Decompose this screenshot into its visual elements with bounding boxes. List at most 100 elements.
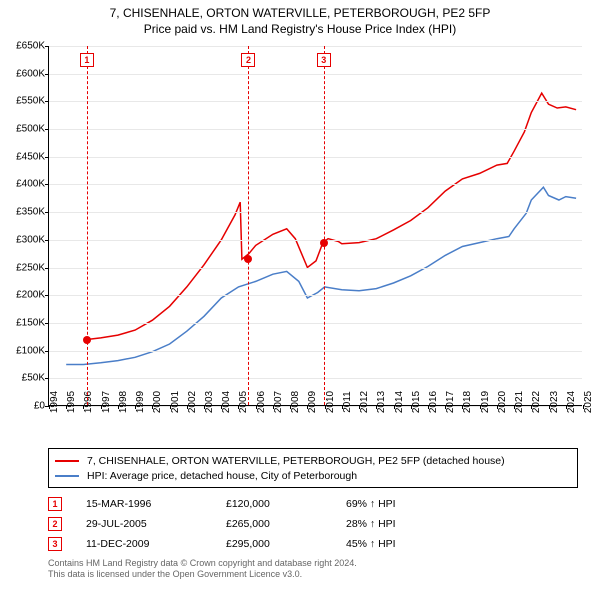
footer-line-2: This data is licensed under the Open Gov… <box>48 569 578 580</box>
x-axis-label: 2017 <box>445 391 456 413</box>
y-tick <box>45 74 49 75</box>
x-axis-label: 2009 <box>307 391 318 413</box>
annotation-pct-vs-hpi: 28% ↑ HPI <box>346 518 466 530</box>
x-axis-label: 2013 <box>376 391 387 413</box>
x-axis-label: 2023 <box>549 391 560 413</box>
y-tick <box>45 46 49 47</box>
x-axis-label: 1997 <box>101 391 112 413</box>
annotation-date: 15-MAR-1996 <box>86 498 226 510</box>
footer-line-1: Contains HM Land Registry data © Crown c… <box>48 558 578 569</box>
y-axis-label: £0 <box>3 401 45 412</box>
y-tick <box>45 351 49 352</box>
gridline <box>49 351 582 352</box>
gridline <box>49 101 582 102</box>
y-axis-label: £350K <box>3 207 45 218</box>
chart-container: 7, CHISENHALE, ORTON WATERVILLE, PETERBO… <box>0 0 600 590</box>
x-axis-label: 2004 <box>221 391 232 413</box>
y-axis-label: £300K <box>3 234 45 245</box>
plot-region: £0£50K£100K£150K£200K£250K£300K£350K£400… <box>48 46 582 406</box>
x-axis-label: 2022 <box>531 391 542 413</box>
annotation-price: £120,000 <box>226 498 346 510</box>
gridline <box>49 129 582 130</box>
gridline <box>49 268 582 269</box>
y-axis-label: £450K <box>3 151 45 162</box>
x-axis-label: 2016 <box>428 391 439 413</box>
y-tick <box>45 101 49 102</box>
x-axis-label: 2021 <box>514 391 525 413</box>
legend-row: 7, CHISENHALE, ORTON WATERVILLE, PETERBO… <box>55 453 571 468</box>
y-tick <box>45 129 49 130</box>
annotation-vertical-line <box>87 46 88 405</box>
annotation-table: 1 15-MAR-1996£120,00069% ↑ HPI 2 29-JUL-200… <box>48 494 578 554</box>
chart-area: £0£50K£100K£150K£200K£250K£300K£350K£400… <box>48 46 582 406</box>
y-axis-label: £50K <box>3 373 45 384</box>
gridline <box>49 240 582 241</box>
gridline <box>49 157 582 158</box>
x-axis-label: 2019 <box>480 391 491 413</box>
y-tick <box>45 323 49 324</box>
gridline <box>49 46 582 47</box>
x-axis-label: 2006 <box>256 391 267 413</box>
x-axis-label: 2007 <box>273 391 284 413</box>
annotation-number-box: 2 <box>241 53 255 67</box>
x-axis-label: 2024 <box>566 391 577 413</box>
y-axis-label: £600K <box>3 68 45 79</box>
x-axis-label: 2015 <box>411 391 422 413</box>
y-tick <box>45 157 49 158</box>
annotation-date: 11-DEC-2009 <box>86 538 226 550</box>
annotation-pct-vs-hpi: 45% ↑ HPI <box>346 538 466 550</box>
y-axis-label: £550K <box>3 96 45 107</box>
annotation-table-row: 2 29-JUL-2005£265,00028% ↑ HPI <box>48 514 578 534</box>
y-tick <box>45 295 49 296</box>
annotation-vertical-line <box>324 46 325 405</box>
annotation-row-number-box: 2 <box>48 517 62 531</box>
footer-attribution: Contains HM Land Registry data © Crown c… <box>48 558 578 581</box>
annotation-table-row: 1 15-MAR-1996£120,00069% ↑ HPI <box>48 494 578 514</box>
x-axis-label: 2000 <box>152 391 163 413</box>
sale-marker <box>320 239 328 247</box>
annotation-price: £265,000 <box>226 518 346 530</box>
x-axis-label: 2020 <box>497 391 508 413</box>
x-axis-label: 2008 <box>290 391 301 413</box>
chart-title-subtitle: Price paid vs. HM Land Registry's House … <box>0 22 600 38</box>
gridline <box>49 295 582 296</box>
annotation-row-number-box: 3 <box>48 537 62 551</box>
annotation-number-box: 3 <box>317 53 331 67</box>
gridline <box>49 184 582 185</box>
y-axis-label: £100K <box>3 345 45 356</box>
y-axis-label: £200K <box>3 290 45 301</box>
x-axis-label: 2003 <box>204 391 215 413</box>
y-tick <box>45 212 49 213</box>
legend-swatch <box>55 460 79 462</box>
x-axis-label: 2010 <box>325 391 336 413</box>
legend-swatch <box>55 475 79 477</box>
sale-marker <box>244 255 252 263</box>
legend-label: 7, CHISENHALE, ORTON WATERVILLE, PETERBO… <box>87 455 505 467</box>
x-axis-label: 1999 <box>135 391 146 413</box>
legend-row: HPI: Average price, detached house, City… <box>55 468 571 483</box>
y-tick <box>45 268 49 269</box>
annotation-number-box: 1 <box>80 53 94 67</box>
y-tick <box>45 240 49 241</box>
x-axis-label: 1996 <box>83 391 94 413</box>
y-axis-label: £500K <box>3 124 45 135</box>
gridline <box>49 74 582 75</box>
y-tick <box>45 378 49 379</box>
legend-label: HPI: Average price, detached house, City… <box>87 470 357 482</box>
annotation-pct-vs-hpi: 69% ↑ HPI <box>346 498 466 510</box>
x-axis-label: 1994 <box>49 391 60 413</box>
gridline <box>49 212 582 213</box>
title-block: 7, CHISENHALE, ORTON WATERVILLE, PETERBO… <box>0 0 600 37</box>
annotation-price: £295,000 <box>226 538 346 550</box>
annotation-date: 29-JUL-2005 <box>86 518 226 530</box>
gridline <box>49 323 582 324</box>
y-axis-label: £250K <box>3 262 45 273</box>
annotation-table-row: 3 11-DEC-2009£295,00045% ↑ HPI <box>48 534 578 554</box>
annotation-vertical-line <box>248 46 249 405</box>
x-axis-label: 1998 <box>118 391 129 413</box>
annotation-row-number-box: 1 <box>48 497 62 511</box>
y-tick <box>45 184 49 185</box>
gridline <box>49 378 582 379</box>
x-axis-label: 2025 <box>583 391 594 413</box>
y-axis-label: £150K <box>3 317 45 328</box>
